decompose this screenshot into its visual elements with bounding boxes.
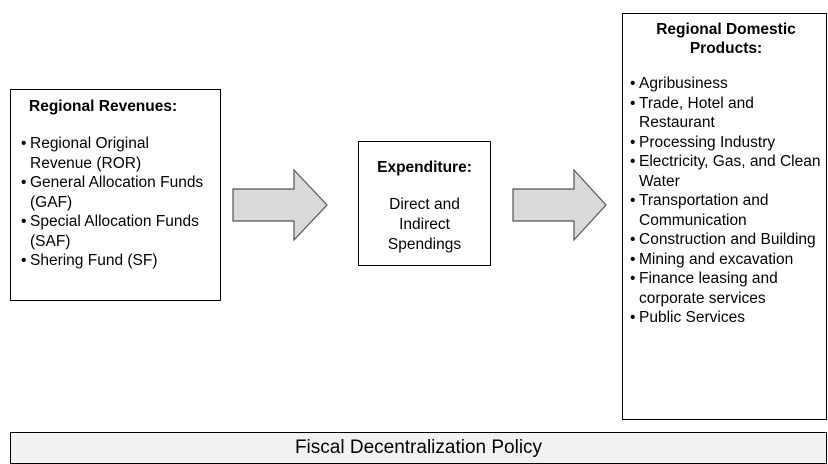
box-title: Regional Revenues:	[29, 98, 178, 115]
policy-bar: Fiscal Decentralization Policy	[10, 432, 827, 464]
list-item: Mining and excavation	[630, 250, 822, 270]
list-item: Processing Industry	[630, 133, 822, 153]
list-item: Public Services	[630, 308, 822, 328]
list-item: Transportation and Communication	[630, 191, 822, 230]
list-item: Agribusiness	[630, 74, 822, 94]
box-title: Expenditure:	[377, 159, 472, 176]
box-title: Regional Domestic Products:	[656, 21, 796, 57]
list-item: Regional Original Revenue (ROR)	[21, 134, 210, 173]
box-text: Direct and Indirect Spendings	[387, 196, 462, 253]
list-item: Shering Fund (SF)	[21, 251, 210, 271]
revenue-list: Regional Original Revenue (ROR)General A…	[21, 134, 210, 271]
arrow	[512, 168, 607, 242]
list-item: Trade, Hotel and Restaurant	[630, 94, 822, 133]
arrow	[232, 168, 328, 242]
expenditure-box: Expenditure: Direct and Indirect Spendin…	[358, 141, 491, 266]
product-list: AgribusinessTrade, Hotel and RestaurantP…	[630, 74, 822, 328]
list-item: Construction and Building	[630, 230, 822, 250]
products-box: Regional Domestic Products: Agribusiness…	[622, 13, 827, 420]
list-item: Special Allocation Funds (SAF)	[21, 212, 210, 251]
list-item: General Allocation Funds (GAF)	[21, 173, 210, 212]
list-item: Finance leasing and corporate services	[630, 269, 822, 308]
revenues-box: Regional Revenues: Regional Original Rev…	[10, 89, 221, 301]
list-item: Electricity, Gas, and Clean Water	[630, 152, 822, 191]
